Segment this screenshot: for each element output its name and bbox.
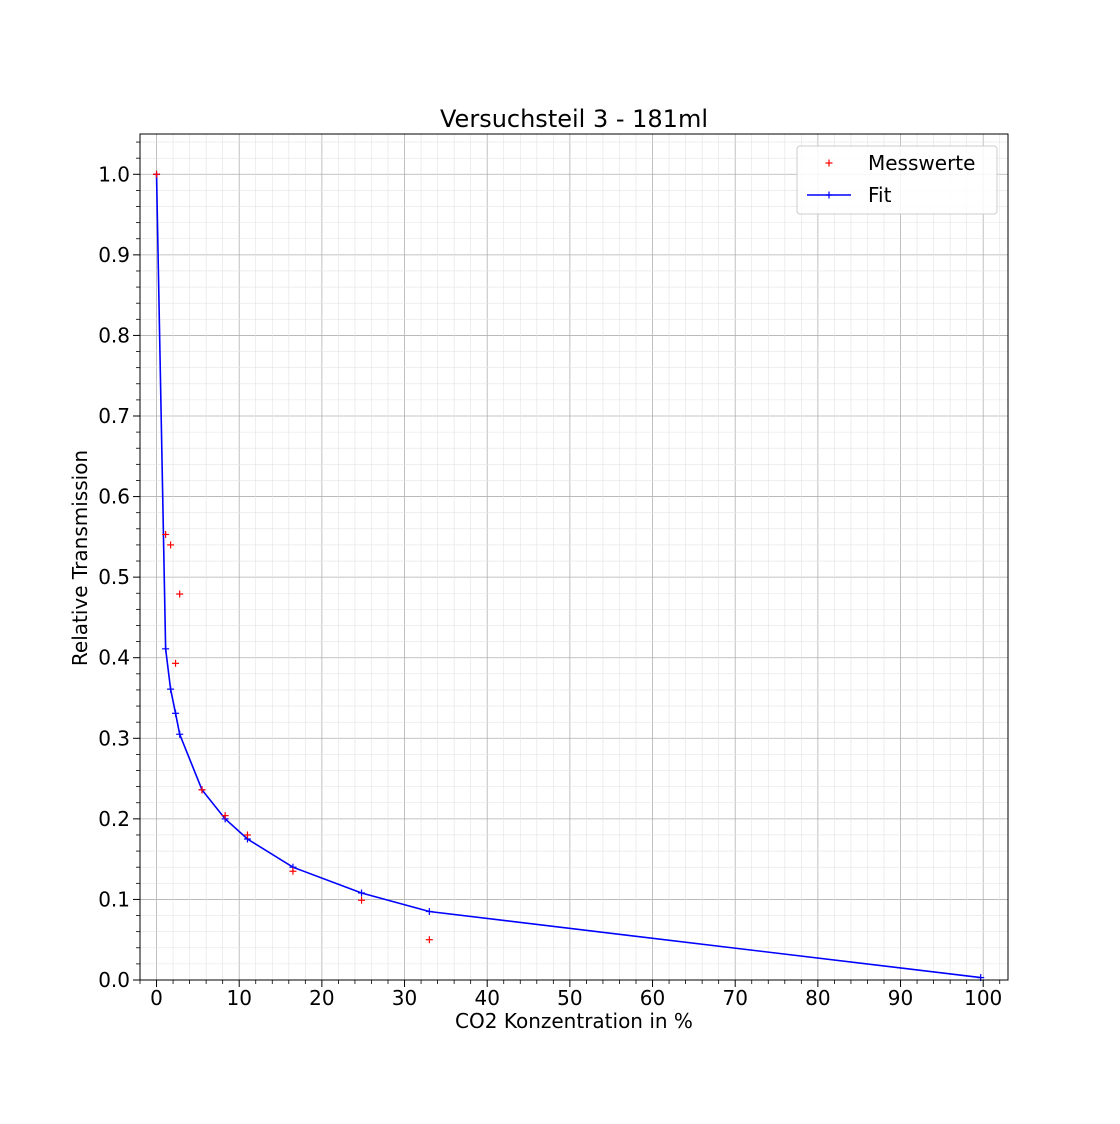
y-tick-label: 0.4 xyxy=(98,646,130,670)
measurement-point xyxy=(172,659,180,667)
fit-point xyxy=(176,730,184,738)
y-tick-label: 0.9 xyxy=(98,243,130,267)
y-tick-label: 0.6 xyxy=(98,485,130,509)
axis-ticks: 0 10 20 30 40 50 60 70 80 90 100 0.0 0.1 0.2 0.3 0.4 0.5… xyxy=(98,141,1002,1010)
measurement-point xyxy=(221,812,229,820)
x-tick-label: 10 xyxy=(226,986,251,1010)
fit-point xyxy=(358,889,366,897)
y-tick-label: 0.1 xyxy=(98,887,130,911)
x-tick-label: 50 xyxy=(557,986,582,1010)
measurement-point xyxy=(358,896,366,904)
y-tick-label: 0.8 xyxy=(98,323,130,347)
y-tick-label: 0.2 xyxy=(98,807,130,831)
fit-point xyxy=(167,685,175,693)
measurement-point xyxy=(153,170,161,178)
legend-box xyxy=(796,145,998,215)
chart-title: Versuchsteil 3 - 181ml xyxy=(440,105,708,133)
legend-marker xyxy=(825,159,833,167)
x-tick-label: 20 xyxy=(309,986,334,1010)
legend-label: Messwerte xyxy=(868,151,975,175)
fit-point xyxy=(425,908,433,916)
y-tick-label: 0.0 xyxy=(98,968,130,992)
y-tick-label: 1.0 xyxy=(98,162,130,186)
fit-point xyxy=(162,645,170,653)
x-tick-label: 90 xyxy=(888,986,913,1010)
x-tick-label: 0 xyxy=(150,986,163,1010)
y-tick-label: 0.7 xyxy=(98,404,130,428)
x-tick-label: 70 xyxy=(722,986,747,1010)
plot-frame xyxy=(139,133,1009,981)
plot-area xyxy=(153,170,985,982)
x-tick-label: 40 xyxy=(474,986,499,1010)
measurement-point xyxy=(289,867,297,875)
fit-line xyxy=(155,174,981,979)
x-axis-label: CO2 Konzentration in % xyxy=(455,1009,693,1033)
legend-label: Fit xyxy=(868,183,892,207)
y-axis-label: Relative Transmission xyxy=(68,450,92,666)
measurement-point xyxy=(176,590,184,598)
measurement-point xyxy=(162,530,170,538)
measurement-point xyxy=(425,936,433,944)
measurement-point xyxy=(167,541,175,549)
x-tick-label: 60 xyxy=(640,986,665,1010)
x-tick-label: 100 xyxy=(964,986,1002,1010)
y-tick-label: 0.3 xyxy=(98,726,130,750)
legend-marker xyxy=(825,191,833,199)
y-tick-label: 0.5 xyxy=(98,565,130,589)
measurement-point xyxy=(198,786,206,794)
fit-point xyxy=(172,709,180,717)
x-tick-label: 30 xyxy=(392,986,417,1010)
measurement-point xyxy=(243,831,251,839)
legend: Messwerte Fit xyxy=(796,145,998,215)
x-tick-label: 80 xyxy=(805,986,830,1010)
